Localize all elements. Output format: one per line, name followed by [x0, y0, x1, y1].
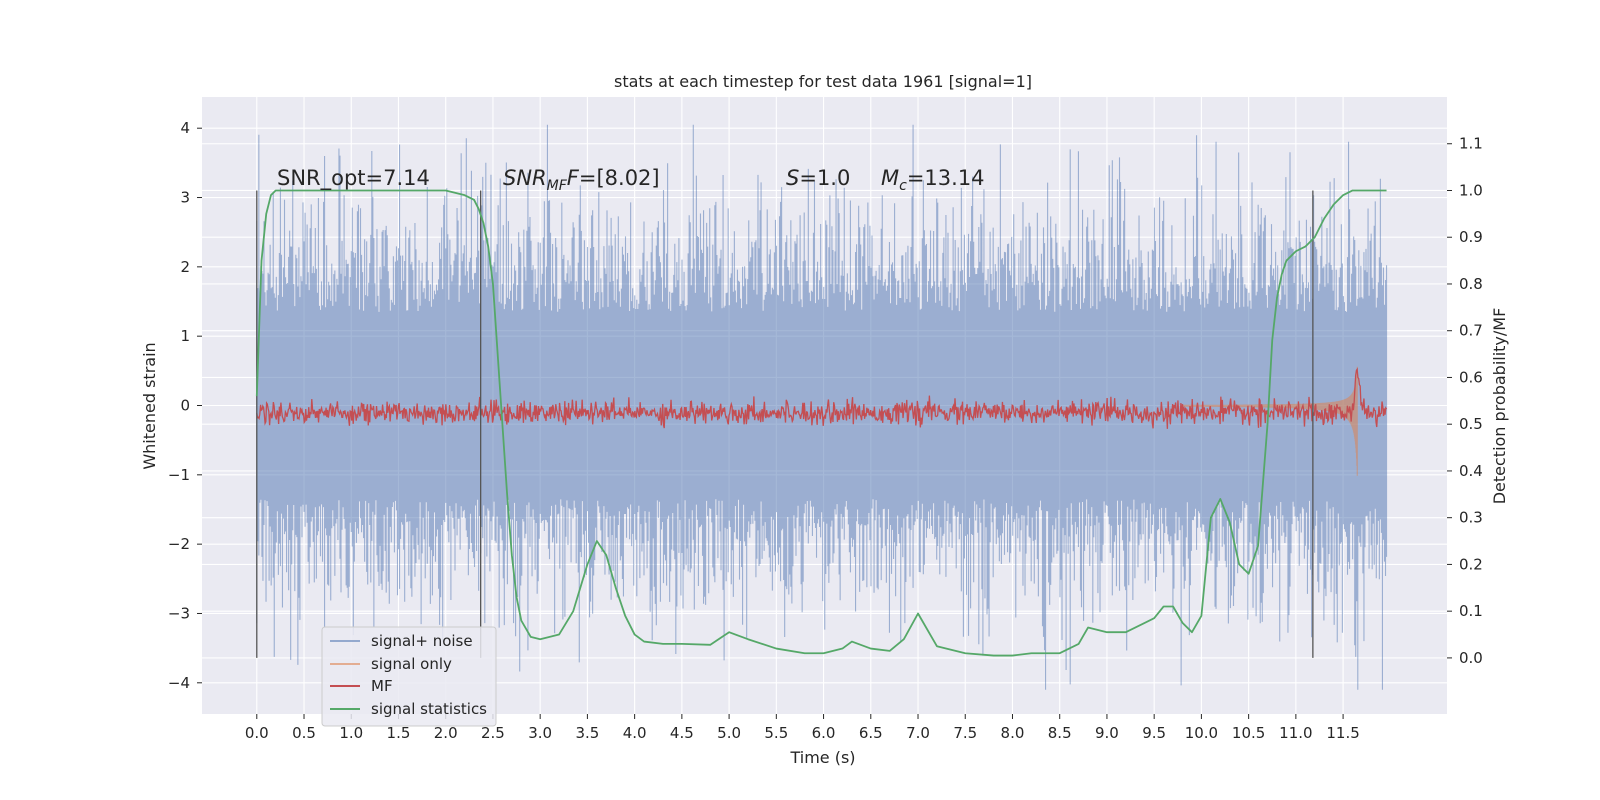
y-tick-label-2: 2	[180, 258, 190, 276]
y-tick-label-8: −4	[168, 674, 190, 692]
y2-tick-label-4: 0.7	[1459, 322, 1483, 340]
x-tick-label-1: 0.5	[292, 724, 316, 742]
x-tick-label-4: 2.0	[434, 724, 458, 742]
legend-label-mf: MF	[371, 677, 393, 695]
y-axis-label: Whitened strain	[140, 342, 159, 469]
legend-label-signal-only: signal only	[371, 655, 452, 673]
x-axis-label: Time (s)	[789, 748, 855, 767]
y-axis-right: 1.1 1.0 0.9 0.8 0.7 0.6 0.5 0.4 0.3 0.2 0.1 0.0	[1447, 135, 1483, 667]
x-tick-label-8: 4.0	[623, 724, 647, 742]
y2-axis-label: Detection probability/MF	[1490, 308, 1509, 505]
x-tick-label-20: 10.0	[1185, 724, 1218, 742]
series-signal-statistics	[255, 189, 1387, 657]
vertical-markers	[256, 190, 1314, 658]
y2-tick-label-9: 0.2	[1459, 555, 1483, 573]
y2-tick-label-6: 0.5	[1459, 415, 1483, 433]
x-tick-label-0: 0.0	[245, 724, 269, 742]
y-tick-label-5: −1	[168, 466, 190, 484]
x-tick-label-13: 6.5	[859, 724, 883, 742]
annotation-snr-opt: SNR_opt=7.14	[277, 166, 430, 191]
y2-tick-label-3: 0.8	[1459, 275, 1483, 293]
x-tick-label-16: 8.0	[1001, 724, 1025, 742]
y2-tick-label-1: 1.0	[1459, 181, 1483, 199]
annotation-s-symbol: S	[786, 166, 799, 190]
x-tick-label-5: 2.5	[481, 724, 505, 742]
x-tick-label-23: 11.5	[1326, 724, 1359, 742]
y2-tick-label-11: 0.0	[1459, 649, 1483, 667]
y-tick-label-6: −2	[168, 535, 190, 553]
y-axis-left: 4 3 2 1 0 −1 −2 −3 −4	[168, 119, 202, 692]
legend-box	[321, 626, 497, 727]
x-tick-label-6: 3.0	[528, 724, 552, 742]
annotation-snr-mf-sub: MF	[547, 178, 568, 194]
y2-tick-label-2: 0.9	[1459, 228, 1483, 246]
annotation-mc-value: =13.14	[907, 166, 985, 190]
x-tick-label-7: 3.5	[575, 724, 599, 742]
annotation-snr-mf-value: =[8.02]	[579, 166, 660, 190]
x-tick-label-18: 9.0	[1095, 724, 1119, 742]
mf-trace	[256, 367, 1388, 429]
y2-tick-label-10: 0.1	[1459, 602, 1483, 620]
x-axis: 0.0 0.5 1.0 1.5 2.0 2.5 3.0 3.5 4.0 4.5 5.0 5.5 6.0 6…	[245, 714, 1360, 742]
y2-tick-label-8: 0.3	[1459, 509, 1483, 527]
y-tick-label-4: 0	[180, 397, 190, 415]
annotation-snr-mf-main: SNR	[503, 166, 547, 190]
x-tick-label-15: 7.5	[953, 724, 977, 742]
x-tick-label-12: 6.0	[812, 724, 836, 742]
annotation-snr-mf-f: F	[567, 166, 580, 190]
annotation-s-value: =1.0	[799, 166, 850, 190]
y-tick-label-1: 3	[180, 189, 190, 207]
annotation-mc: Mc=13.14	[881, 166, 985, 194]
x-tick-label-3: 1.5	[387, 724, 411, 742]
x-tick-label-21: 10.5	[1232, 724, 1265, 742]
x-tick-label-22: 11.0	[1279, 724, 1312, 742]
annotation-mc-sub: c	[899, 178, 907, 194]
x-tick-label-9: 4.5	[670, 724, 694, 742]
y2-tick-label-5: 0.6	[1459, 368, 1483, 386]
legend: signal+ noise signal only MF signal stat…	[321, 626, 497, 727]
signal-statistics-line	[255, 189, 1387, 657]
chart-title: stats at each timestep for test data 196…	[614, 72, 1032, 91]
x-tick-label-14: 7.0	[906, 724, 930, 742]
legend-label-signal-noise: signal+ noise	[371, 632, 473, 650]
annotation-snr-mf: SNRMFF=[8.02]	[503, 166, 660, 194]
x-tick-label-19: 9.5	[1142, 724, 1166, 742]
y2-tick-label-7: 0.4	[1459, 462, 1483, 480]
x-tick-label-2: 1.0	[339, 724, 363, 742]
x-tick-label-11: 5.5	[764, 724, 788, 742]
y-tick-label-7: −3	[168, 604, 190, 622]
x-tick-label-10: 5.0	[717, 724, 741, 742]
x-tick-label-17: 8.5	[1048, 724, 1072, 742]
annotation-s: S=1.0	[786, 166, 850, 190]
y-tick-label-0: 4	[180, 119, 190, 137]
y2-tick-label-0: 1.1	[1459, 135, 1483, 153]
y-tick-label-3: 1	[180, 327, 190, 345]
legend-label-signal-statistics: signal statistics	[371, 700, 487, 718]
annotation-mc-main: M	[881, 166, 899, 190]
series-mf	[256, 367, 1388, 429]
